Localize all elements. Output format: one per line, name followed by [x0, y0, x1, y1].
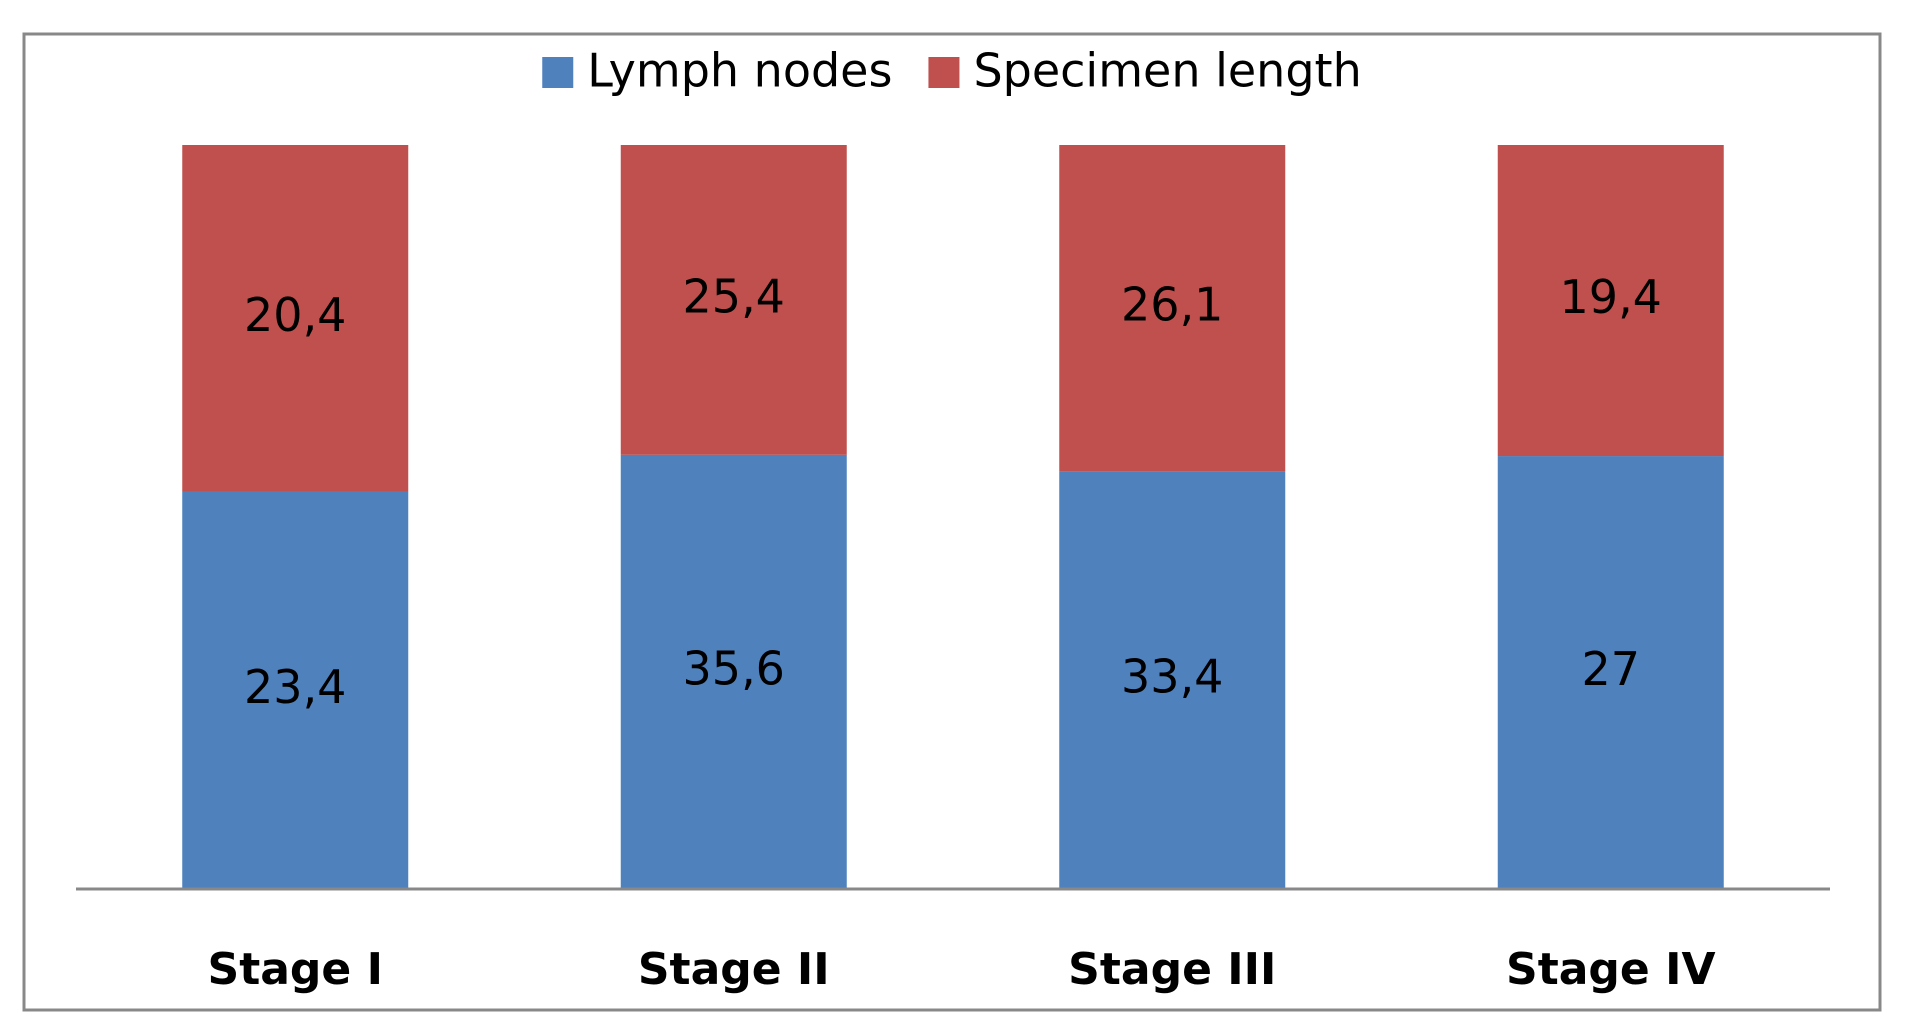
data-label: 20,4 [244, 288, 346, 342]
legend-swatch [928, 57, 960, 88]
x-tick-label: Stage III [1068, 944, 1276, 995]
data-label: 25,4 [683, 269, 785, 323]
bar-segment [1497, 456, 1724, 889]
data-label: 33,4 [1121, 650, 1223, 704]
bar-segment [1059, 471, 1286, 889]
bar-segment [620, 145, 847, 455]
bar-segment [182, 145, 409, 492]
x-tick-label: Stage I [208, 944, 383, 995]
bar-segment [182, 491, 409, 889]
data-label: 27 [1581, 642, 1640, 696]
x-tick-label: Stage IV [1506, 944, 1716, 995]
x-tick-label: Stage II [638, 944, 830, 995]
legend-swatch [542, 57, 574, 88]
bar-segment [1059, 145, 1286, 472]
data-label: 35,6 [683, 641, 785, 695]
legend-label: Specimen length [973, 44, 1361, 98]
data-label: 19,4 [1560, 270, 1662, 324]
data-label: 23,4 [244, 660, 346, 714]
legend-label: Lymph nodes [587, 44, 892, 98]
bar-segment [1497, 145, 1724, 457]
data-label: 26,1 [1121, 278, 1223, 332]
bar-segment [620, 454, 847, 889]
